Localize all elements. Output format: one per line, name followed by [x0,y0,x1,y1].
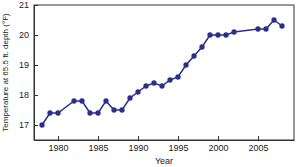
tick-label: 2005 [248,143,268,153]
tick: 20 [19,30,38,40]
tick: 1990 [128,136,148,153]
tick: 21 [19,0,38,10]
tick-label: 18 [19,90,29,100]
data-point [279,23,284,28]
data-point [199,44,204,49]
data-point [55,110,60,115]
tick-label: 20 [19,30,29,40]
data-line [42,20,282,125]
data-point [183,62,188,67]
tick-label: 19 [19,60,29,70]
data-point [231,29,236,34]
tick: 2000 [208,136,228,153]
data-point [167,77,172,82]
data-point [215,32,220,37]
tick-label: 17 [19,120,29,130]
data-point [207,32,212,37]
tick-mark [34,65,38,66]
tick-mark [34,5,38,6]
data-point [79,98,84,103]
tick-mark [34,125,38,126]
data-point [223,32,228,37]
tick-mark [98,136,99,140]
data-point [127,95,132,100]
data-point [47,110,52,115]
tick-label: 1985 [88,143,108,153]
data-point [71,98,76,103]
data-point [143,83,148,88]
tick-mark [218,136,219,140]
data-point [255,26,260,31]
plot-frame [34,5,294,140]
plot-area: 1980 1985 1990 1995 2000 2005 17 18 19 20 21 [19,0,295,153]
y-axis-title: Temperature at 65.5 ft. depth (°F) [1,13,10,132]
tick-label: 1990 [128,143,148,153]
tick: 1980 [48,136,68,153]
x-axis: 1980 1985 1990 1995 2000 2005 [35,136,295,153]
tick-label: 2000 [208,143,228,153]
tick: 18 [19,90,38,100]
data-point [151,80,156,85]
chart-svg: 1980 1985 1990 1995 2000 2005 17 18 19 20 21 Year Te… [0,0,300,167]
tick-label: 1995 [168,143,188,153]
data-point [159,83,164,88]
data-point [87,110,92,115]
tick-mark [258,136,259,140]
data-point [111,107,116,112]
data-point [191,53,196,58]
tick-mark [138,136,139,140]
tick: 17 [19,120,38,130]
data-point [39,122,44,127]
data-point [119,107,124,112]
data-point [103,98,108,103]
data-point [271,17,276,22]
tick: 1995 [168,136,188,153]
axis-line [34,6,35,141]
tick: 1985 [88,136,108,153]
data-point [95,110,100,115]
data-layer [39,17,284,127]
tick-mark [178,136,179,140]
y-axis: 17 18 19 20 21 [19,0,38,140]
tick: 2005 [248,136,268,153]
tick-label: 1980 [48,143,68,153]
chart-container: 1980 1985 1990 1995 2000 2005 17 18 19 20 21 Year Te… [0,0,300,167]
data-point [263,26,268,31]
x-axis-title: Year [155,156,173,166]
tick-mark [34,35,38,36]
tick-label: 21 [19,0,29,10]
data-point [135,89,140,94]
data-point [175,74,180,79]
axis-line [35,140,295,141]
tick-mark [34,95,38,96]
tick-mark [58,136,59,140]
tick: 19 [19,60,38,70]
